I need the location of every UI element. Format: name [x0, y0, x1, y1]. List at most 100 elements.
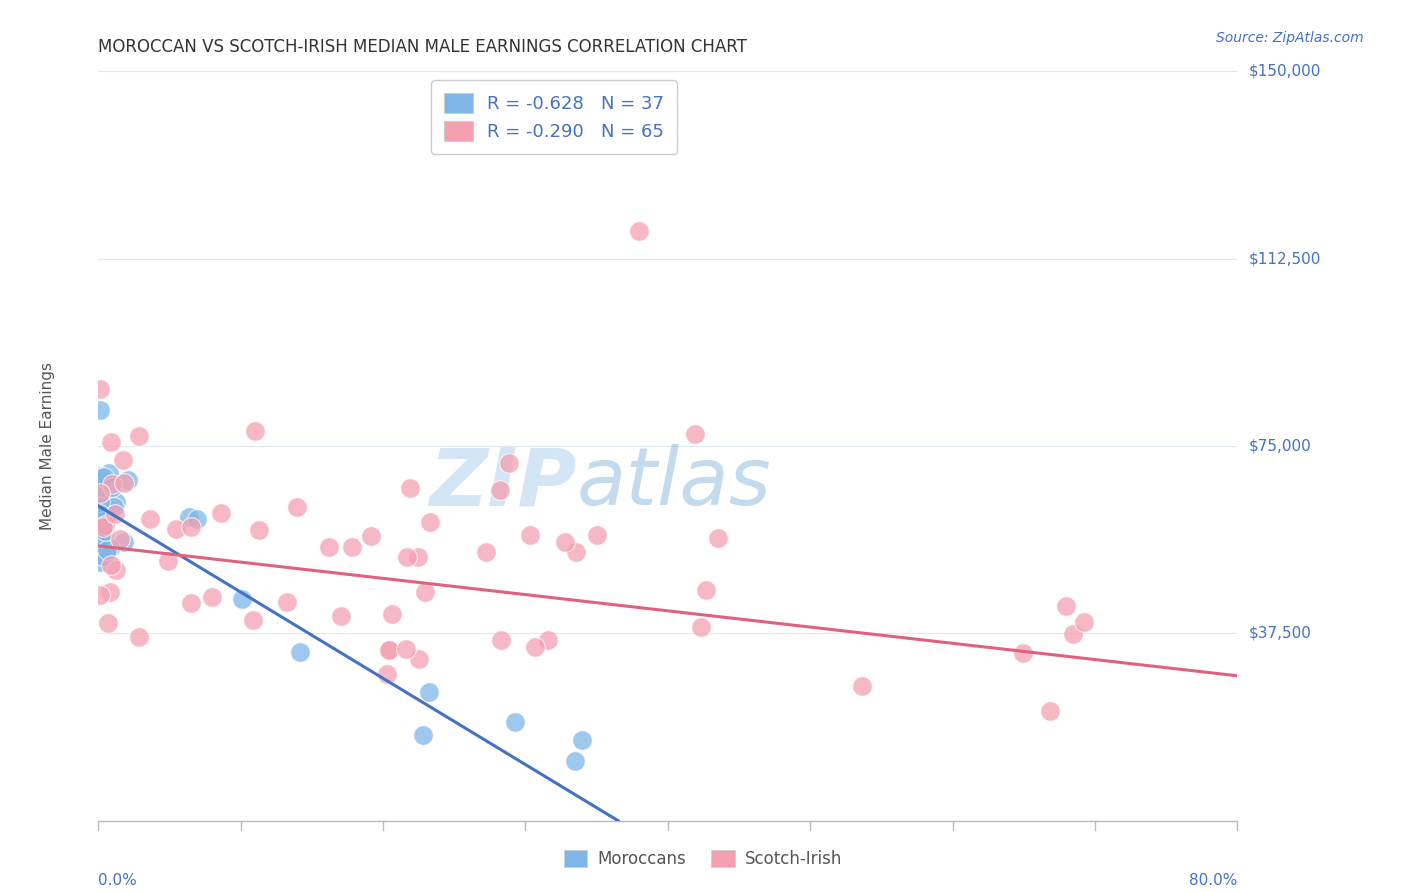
- Point: [571, 732, 593, 747]
- Point: [564, 754, 586, 768]
- Point: [377, 643, 399, 657]
- Point: [90, 474, 112, 488]
- Text: $37,500: $37,500: [1249, 626, 1312, 640]
- Point: [381, 607, 404, 622]
- Text: $75,000: $75,000: [1249, 439, 1312, 453]
- Point: [209, 507, 232, 521]
- Point: [96, 542, 118, 557]
- Point: [395, 642, 418, 657]
- Point: [97, 467, 120, 481]
- Point: [554, 535, 576, 549]
- Text: 0.0%: 0.0%: [98, 873, 138, 888]
- Point: [93, 524, 115, 538]
- Point: [419, 516, 441, 530]
- Point: [104, 494, 127, 508]
- Point: [360, 529, 382, 543]
- Point: [342, 540, 364, 554]
- Point: [180, 520, 202, 534]
- Point: [318, 540, 340, 554]
- Point: [628, 224, 651, 238]
- Point: [98, 541, 121, 555]
- Point: [96, 548, 118, 562]
- Point: [491, 633, 513, 648]
- Point: [93, 470, 115, 484]
- Text: Median Male Earnings: Median Male Earnings: [39, 362, 55, 530]
- Point: [377, 642, 399, 657]
- Point: [231, 591, 253, 606]
- Point: [247, 523, 270, 537]
- Point: [89, 589, 111, 603]
- Point: [128, 428, 150, 442]
- Point: [242, 614, 264, 628]
- Legend: R = -0.628   N = 37, R = -0.290   N = 65: R = -0.628 N = 37, R = -0.290 N = 65: [432, 80, 676, 153]
- Point: [91, 520, 114, 534]
- Point: [488, 483, 510, 497]
- Text: atlas: atlas: [576, 444, 772, 523]
- Point: [695, 582, 717, 597]
- Point: [412, 728, 434, 742]
- Point: [475, 545, 498, 559]
- Point: [111, 453, 134, 467]
- Point: [89, 508, 111, 522]
- Point: [245, 424, 267, 438]
- Point: [329, 609, 352, 624]
- Point: [498, 456, 520, 470]
- Point: [375, 666, 398, 681]
- Point: [399, 481, 422, 495]
- Point: [89, 555, 111, 569]
- Text: 80.0%: 80.0%: [1189, 873, 1237, 888]
- Point: [91, 470, 114, 484]
- Point: [100, 558, 122, 573]
- Point: [103, 500, 125, 514]
- Point: [89, 486, 111, 500]
- Point: [98, 584, 121, 599]
- Point: [536, 632, 558, 647]
- Point: [101, 477, 124, 491]
- Point: [108, 532, 131, 546]
- Point: [100, 480, 122, 494]
- Point: [707, 531, 730, 545]
- Point: [89, 535, 111, 549]
- Point: [156, 554, 179, 568]
- Point: [201, 590, 224, 604]
- Point: [89, 382, 111, 396]
- Legend: Moroccans, Scotch-Irish: Moroccans, Scotch-Irish: [557, 843, 849, 875]
- Text: Source: ZipAtlas.com: Source: ZipAtlas.com: [1216, 31, 1364, 45]
- Point: [690, 620, 713, 634]
- Point: [128, 630, 150, 644]
- Point: [96, 508, 118, 523]
- Point: [1039, 704, 1062, 718]
- Point: [285, 500, 308, 514]
- Point: [139, 511, 162, 525]
- Point: [503, 714, 526, 729]
- Point: [1012, 646, 1035, 660]
- Point: [100, 434, 122, 449]
- Point: [112, 535, 135, 549]
- Point: [179, 510, 201, 524]
- Text: $112,500: $112,500: [1249, 252, 1322, 266]
- Point: [117, 474, 139, 488]
- Point: [89, 402, 111, 417]
- Point: [523, 640, 546, 654]
- Point: [406, 549, 429, 564]
- Text: $150,000: $150,000: [1249, 64, 1322, 78]
- Point: [90, 480, 112, 494]
- Point: [1054, 599, 1077, 614]
- Point: [415, 584, 437, 599]
- Point: [112, 475, 135, 490]
- Point: [90, 532, 112, 546]
- Point: [180, 596, 202, 610]
- Point: [165, 522, 187, 536]
- Point: [89, 518, 111, 533]
- Point: [104, 563, 127, 577]
- Point: [89, 469, 111, 483]
- Point: [276, 595, 298, 609]
- Point: [94, 518, 117, 533]
- Point: [91, 491, 114, 505]
- Text: MOROCCAN VS SCOTCH-IRISH MEDIAN MALE EARNINGS CORRELATION CHART: MOROCCAN VS SCOTCH-IRISH MEDIAN MALE EAR…: [98, 38, 748, 56]
- Point: [565, 545, 588, 559]
- Point: [104, 507, 127, 521]
- Point: [91, 549, 114, 563]
- Text: ZIP: ZIP: [429, 444, 576, 523]
- Point: [94, 521, 117, 535]
